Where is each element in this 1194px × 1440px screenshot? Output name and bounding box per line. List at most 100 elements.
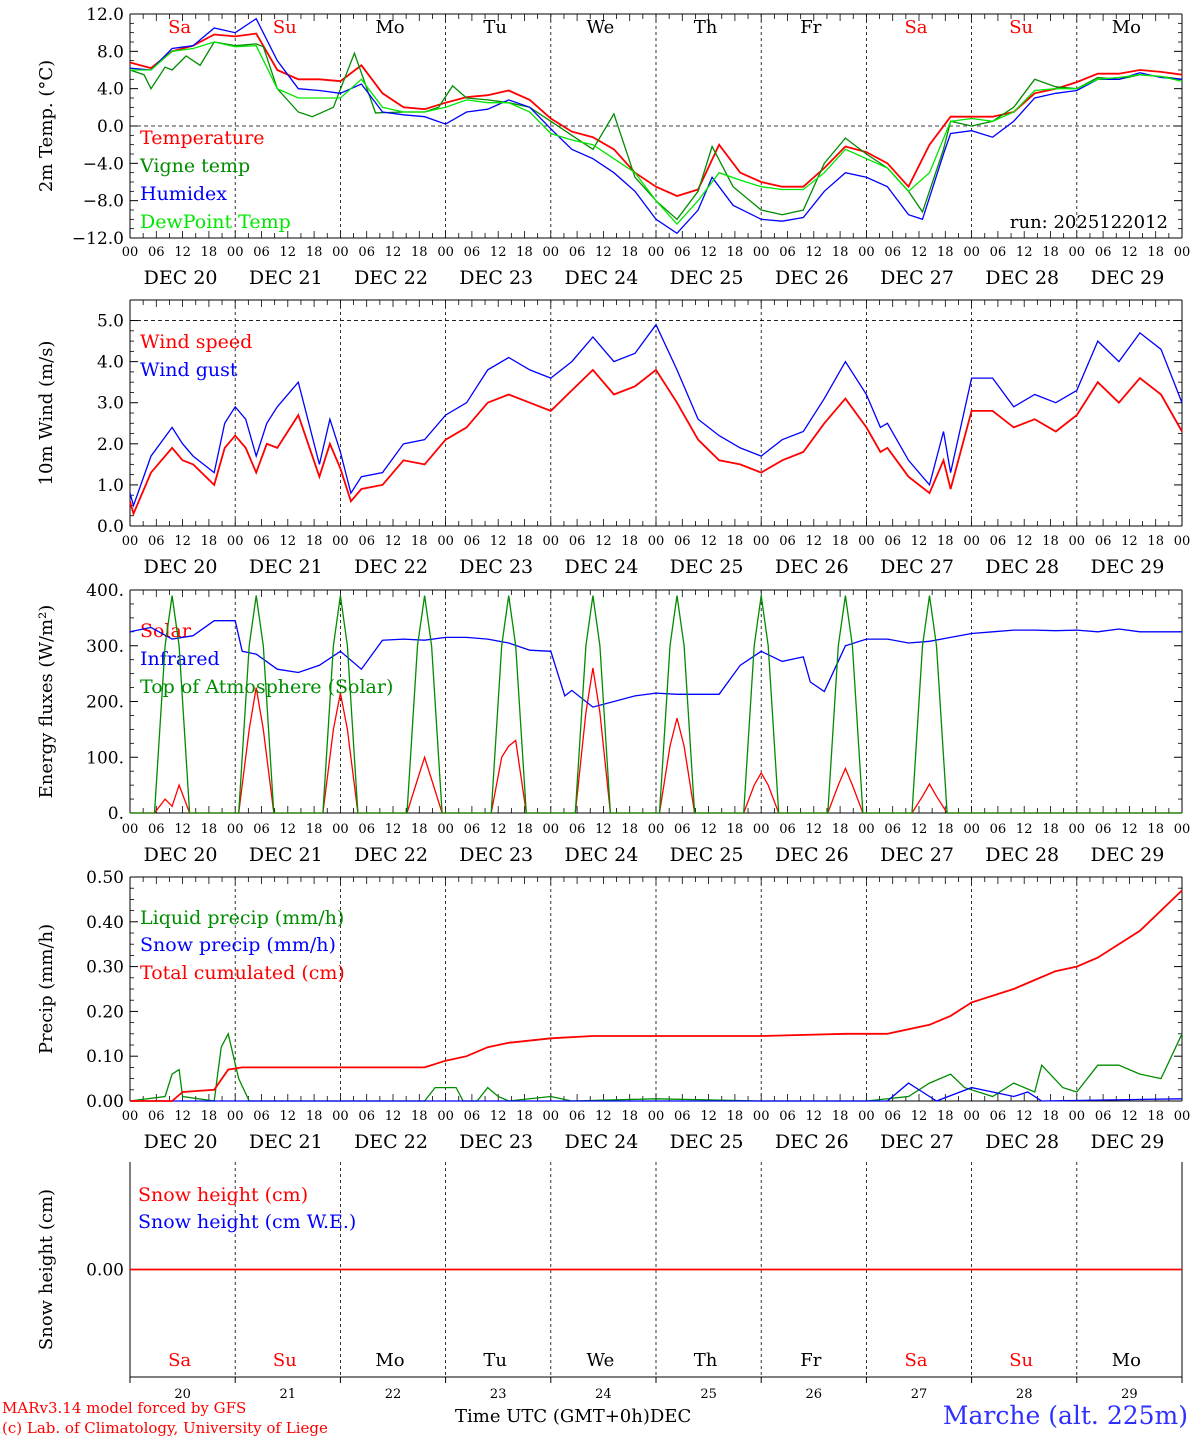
hour-tick-label: 06 bbox=[148, 1109, 165, 1124]
hour-tick-label: 00 bbox=[648, 245, 665, 260]
hour-tick-label: 12 bbox=[700, 245, 717, 260]
date-label: DEC 20 bbox=[144, 267, 218, 289]
date-label: DEC 26 bbox=[775, 267, 849, 289]
y-tick-label: 0.40 bbox=[86, 913, 124, 933]
hour-tick-label: 18 bbox=[411, 534, 428, 549]
day-name-label: Su bbox=[273, 1350, 297, 1371]
legend-entry: Top of Atmosphere (Solar) bbox=[140, 676, 393, 698]
hour-tick-label: 12 bbox=[490, 1109, 507, 1124]
y-tick-label: −8.0 bbox=[83, 192, 124, 212]
hour-tick-label: 00 bbox=[858, 245, 875, 260]
hour-tick-label: 12 bbox=[280, 534, 297, 549]
date-label: DEC 24 bbox=[564, 844, 638, 866]
date-label: DEC 25 bbox=[670, 556, 744, 578]
station-name: Marche (alt. 225m) bbox=[942, 1401, 1188, 1430]
day-number-label: 22 bbox=[385, 1387, 402, 1402]
hour-tick-label: 12 bbox=[280, 245, 297, 260]
date-label: DEC 23 bbox=[459, 556, 533, 578]
hour-tick-label: 18 bbox=[832, 534, 849, 549]
hour-tick-label: 06 bbox=[674, 822, 691, 837]
date-label: DEC 24 bbox=[564, 1131, 638, 1153]
hour-tick-label: 00 bbox=[543, 822, 560, 837]
date-label: DEC 28 bbox=[985, 844, 1059, 866]
hour-tick-label: 00 bbox=[122, 245, 139, 260]
day-number-label: 20 bbox=[174, 1387, 191, 1402]
hour-tick-label: 12 bbox=[595, 1109, 612, 1124]
hour-tick-label: 00 bbox=[437, 245, 454, 260]
day-name-label: Su bbox=[273, 17, 297, 38]
hour-tick-label: 06 bbox=[253, 534, 270, 549]
legend-entry: Solar bbox=[140, 620, 192, 642]
hour-tick-label: 06 bbox=[884, 822, 901, 837]
hour-tick-label: 12 bbox=[174, 822, 191, 837]
hour-tick-label: 12 bbox=[174, 534, 191, 549]
hour-tick-label: 06 bbox=[358, 534, 375, 549]
day-number-label: 21 bbox=[280, 1387, 297, 1402]
legend-entry: Wind gust bbox=[140, 359, 238, 381]
y-axis-label: Snow height (cm) bbox=[36, 1189, 57, 1350]
hour-tick-label: 06 bbox=[569, 1109, 586, 1124]
hour-tick-label: 12 bbox=[806, 534, 823, 549]
date-label: DEC 27 bbox=[880, 267, 954, 289]
day-name-label: Fr bbox=[800, 1350, 821, 1371]
y-tick-label: −4.0 bbox=[83, 154, 124, 174]
hour-tick-label: 00 bbox=[1174, 1109, 1191, 1124]
hour-tick-label: 12 bbox=[911, 534, 928, 549]
y-tick-label: 400. bbox=[86, 581, 124, 601]
y-tick-label: 0.30 bbox=[86, 958, 124, 978]
hour-tick-label: 00 bbox=[1174, 534, 1191, 549]
day-name-label: Su bbox=[1009, 1350, 1033, 1371]
series-line-temperature bbox=[129, 32, 1183, 197]
date-label: DEC 20 bbox=[144, 1131, 218, 1153]
hour-tick-label: 06 bbox=[884, 534, 901, 549]
series-line-snow-precip-mm-h- bbox=[130, 1082, 1183, 1102]
series-line-vigne-temp bbox=[129, 41, 1183, 221]
hour-tick-label: 00 bbox=[753, 822, 770, 837]
hour-tick-label: 00 bbox=[543, 1109, 560, 1124]
date-label: DEC 23 bbox=[459, 844, 533, 866]
hour-tick-label: 18 bbox=[306, 1109, 323, 1124]
date-label: DEC 26 bbox=[775, 1131, 849, 1153]
hour-tick-label: 12 bbox=[700, 822, 717, 837]
hour-tick-label: 06 bbox=[1095, 1109, 1112, 1124]
x-axis-title: Time UTC (GMT+0h)DEC bbox=[455, 1406, 691, 1427]
panel-snow: 0.00 Snow height (cm) Snow height (cm) Snow… bbox=[36, 1162, 1183, 1377]
hour-tick-label: 12 bbox=[700, 534, 717, 549]
hour-tick-label: 06 bbox=[1095, 245, 1112, 260]
y-tick-label: 2.0 bbox=[97, 435, 124, 455]
series-line-humidex bbox=[129, 17, 1183, 235]
hour-tick-label: 12 bbox=[1016, 822, 1033, 837]
hour-tick-label: 18 bbox=[937, 1109, 954, 1124]
hour-tick-label: 00 bbox=[122, 534, 139, 549]
series-line-top-of-atmosphere-solar- bbox=[130, 595, 1182, 814]
hour-tick-label: 18 bbox=[306, 534, 323, 549]
hour-tick-label: 06 bbox=[674, 534, 691, 549]
hour-tick-label: 18 bbox=[727, 534, 744, 549]
hour-tick-label: 00 bbox=[437, 822, 454, 837]
y-tick-label: 5.0 bbox=[97, 312, 124, 332]
hour-tick-label: 06 bbox=[569, 534, 586, 549]
y-axis-label: Energy fluxes (W/m²) bbox=[36, 605, 57, 799]
series-line-liquid-precip-mm-h- bbox=[129, 1031, 1183, 1102]
hour-tick-label: 00 bbox=[332, 245, 349, 260]
hour-tick-label: 18 bbox=[621, 534, 638, 549]
hour-tick-label: 18 bbox=[832, 822, 849, 837]
hour-tick-label: 12 bbox=[806, 245, 823, 260]
date-label: DEC 29 bbox=[1090, 1131, 1164, 1153]
hour-tick-label: 12 bbox=[1016, 534, 1033, 549]
hour-tick-label: 00 bbox=[227, 245, 244, 260]
date-label: DEC 24 bbox=[564, 267, 638, 289]
legend-entry: Temperature bbox=[140, 127, 264, 149]
y-tick-label: −12.0 bbox=[72, 229, 124, 249]
hour-tick-label: 18 bbox=[621, 245, 638, 260]
hour-tick-label: 18 bbox=[1147, 245, 1164, 260]
hour-tick-label: 00 bbox=[858, 534, 875, 549]
hour-tick-label: 12 bbox=[490, 534, 507, 549]
hour-tick-label: 00 bbox=[963, 822, 980, 837]
hour-tick-label: 12 bbox=[1121, 1109, 1138, 1124]
hour-tick-label: 06 bbox=[253, 822, 270, 837]
hour-tick-label: 18 bbox=[727, 1109, 744, 1124]
hour-tick-label: 00 bbox=[963, 1109, 980, 1124]
day-name-label: Th bbox=[694, 1350, 718, 1371]
day-number-label: 24 bbox=[595, 1387, 612, 1402]
